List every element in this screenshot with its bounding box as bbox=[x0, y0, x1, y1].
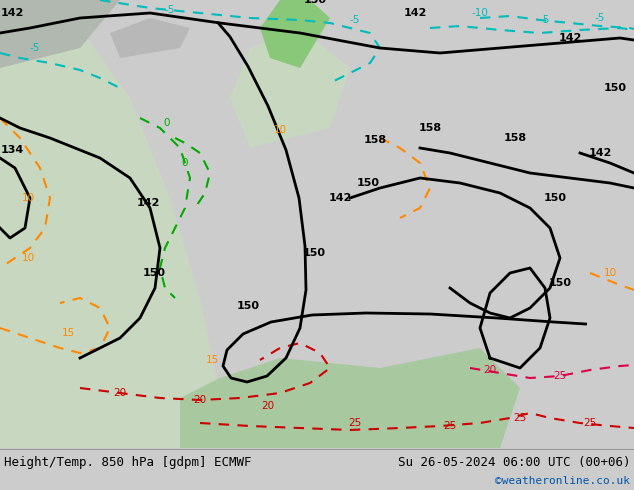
Text: 10: 10 bbox=[22, 193, 35, 203]
Polygon shape bbox=[0, 0, 120, 68]
Text: 10: 10 bbox=[22, 253, 35, 263]
Text: 0: 0 bbox=[182, 158, 188, 168]
Text: 25: 25 bbox=[443, 421, 456, 431]
Text: 142: 142 bbox=[136, 198, 160, 208]
Polygon shape bbox=[260, 0, 330, 68]
Text: -5: -5 bbox=[540, 15, 550, 25]
Text: 150: 150 bbox=[543, 193, 567, 203]
Text: 15: 15 bbox=[61, 328, 75, 338]
Text: 150: 150 bbox=[236, 301, 259, 311]
Text: 150: 150 bbox=[302, 248, 325, 258]
Text: 10: 10 bbox=[604, 268, 616, 278]
Text: 142: 142 bbox=[559, 33, 581, 43]
Text: 20: 20 bbox=[193, 395, 207, 405]
Text: 15: 15 bbox=[205, 355, 219, 365]
Text: 0: 0 bbox=[164, 118, 171, 128]
Text: -5: -5 bbox=[350, 15, 360, 25]
Polygon shape bbox=[110, 18, 190, 58]
Text: 158: 158 bbox=[503, 133, 527, 143]
Text: 20: 20 bbox=[261, 401, 275, 411]
Text: 142: 142 bbox=[0, 8, 23, 18]
Text: ©weatheronline.co.uk: ©weatheronline.co.uk bbox=[495, 476, 630, 486]
Text: 150: 150 bbox=[548, 278, 571, 288]
Text: 150: 150 bbox=[304, 0, 327, 5]
Text: 25: 25 bbox=[348, 418, 361, 428]
Text: -5: -5 bbox=[595, 13, 605, 23]
Text: 158: 158 bbox=[418, 123, 441, 133]
Text: 134: 134 bbox=[1, 145, 23, 155]
Text: 158: 158 bbox=[363, 135, 387, 145]
Polygon shape bbox=[180, 348, 520, 448]
Text: 150: 150 bbox=[604, 83, 626, 93]
Text: 142: 142 bbox=[588, 148, 612, 158]
Text: -10: -10 bbox=[472, 8, 488, 18]
Text: 142: 142 bbox=[403, 8, 427, 18]
Text: 150: 150 bbox=[143, 268, 165, 278]
Text: Su 26-05-2024 06:00 UTC (00+06): Su 26-05-2024 06:00 UTC (00+06) bbox=[398, 456, 630, 469]
Text: 25: 25 bbox=[553, 371, 567, 381]
Polygon shape bbox=[230, 28, 350, 148]
Polygon shape bbox=[0, 0, 230, 448]
Text: 20: 20 bbox=[113, 388, 127, 398]
Text: Height/Temp. 850 hPa [gdpm] ECMWF: Height/Temp. 850 hPa [gdpm] ECMWF bbox=[4, 456, 252, 469]
Text: -5: -5 bbox=[30, 43, 40, 53]
Text: 20: 20 bbox=[484, 365, 496, 375]
Text: 142: 142 bbox=[328, 193, 352, 203]
Text: 150: 150 bbox=[356, 178, 380, 188]
Text: 10: 10 bbox=[273, 125, 287, 135]
Text: 25: 25 bbox=[514, 413, 527, 423]
Text: 25: 25 bbox=[583, 418, 597, 428]
Text: -5: -5 bbox=[165, 5, 175, 15]
